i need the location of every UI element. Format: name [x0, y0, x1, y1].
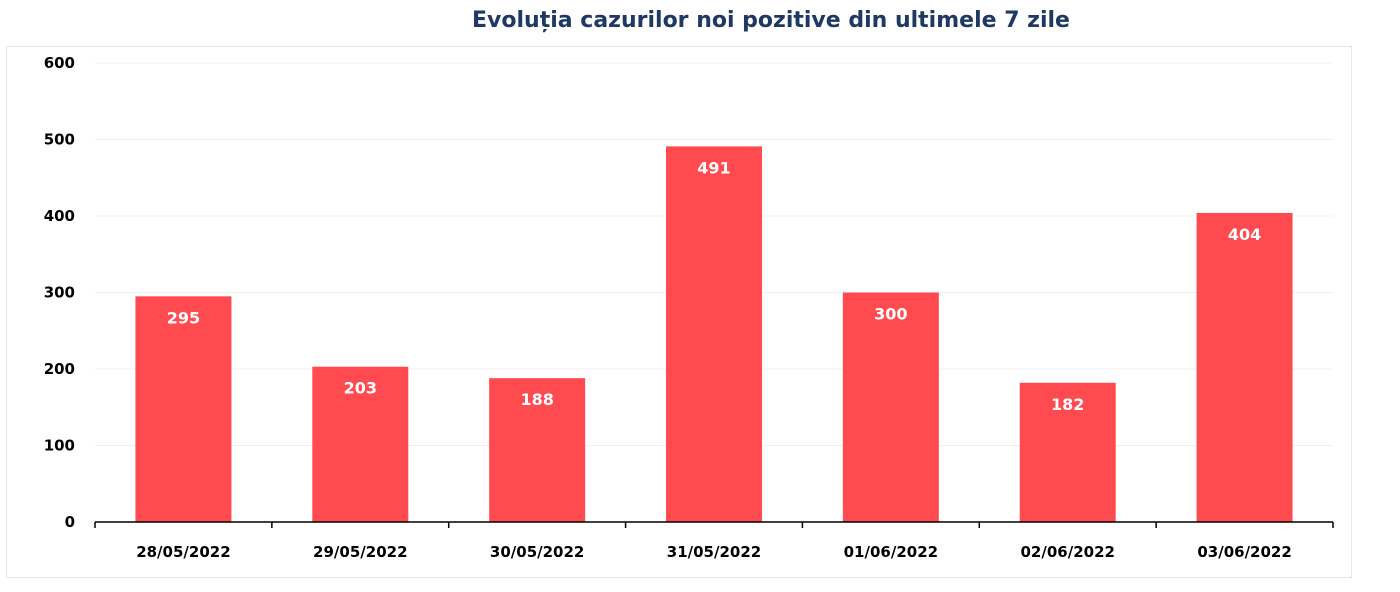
bar-value-label: 188	[520, 390, 553, 409]
y-tick-label: 600	[44, 54, 75, 72]
x-tick-label: 31/05/2022	[667, 543, 761, 561]
x-tick-label: 02/06/2022	[1020, 543, 1114, 561]
y-tick-label: 300	[44, 284, 75, 302]
bar-value-label: 203	[344, 379, 377, 398]
bar	[312, 366, 409, 522]
bar	[1019, 382, 1116, 522]
bar-value-label: 404	[1228, 225, 1261, 244]
bar-value-label: 182	[1051, 395, 1084, 414]
plot-area-frame	[6, 46, 1352, 578]
x-tick-label: 30/05/2022	[490, 543, 584, 561]
chart-title: Evoluția cazurilor noi pozitive din ulti…	[472, 8, 1070, 33]
bar	[842, 292, 939, 522]
y-tick-label: 400	[44, 207, 75, 225]
y-tick-label: 0	[65, 513, 75, 531]
bar	[1196, 212, 1293, 522]
y-tick-label: 100	[44, 437, 75, 455]
bar-value-label: 300	[874, 305, 907, 324]
x-tick-label: 28/05/2022	[136, 543, 230, 561]
x-tick-label: 29/05/2022	[313, 543, 407, 561]
y-tick-label: 200	[44, 360, 75, 378]
x-tick-label: 01/06/2022	[844, 543, 938, 561]
bar	[489, 378, 586, 522]
y-tick-label: 500	[44, 131, 75, 149]
bar	[666, 146, 762, 522]
bar-value-label: 295	[167, 308, 200, 327]
bar	[135, 296, 232, 522]
bar-value-label: 491	[697, 158, 730, 177]
x-tick-label: 03/06/2022	[1197, 543, 1291, 561]
